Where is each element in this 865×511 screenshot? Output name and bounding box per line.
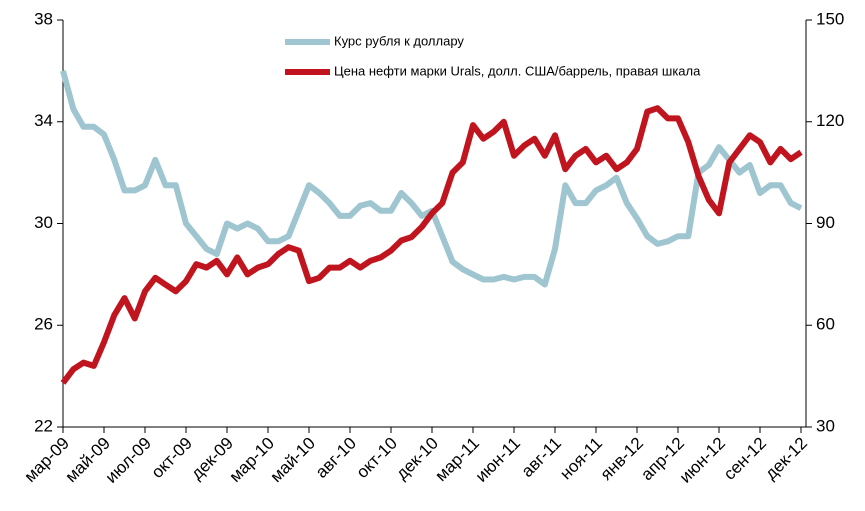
x-tick-label: мар-10	[226, 434, 278, 486]
x-tick-label: окт-10	[353, 434, 401, 482]
legend-label: Курс рубля к доллару	[334, 33, 464, 48]
y-tick-label: 26	[34, 315, 53, 334]
legend-label: Цена нефти марки Urals, долл. США/баррел…	[334, 63, 701, 78]
y-tick-label: 38	[34, 9, 53, 28]
y2-tick-label: 90	[816, 213, 835, 232]
x-tick-label: май-10	[267, 434, 319, 486]
x-tick-label: дек-12	[761, 434, 811, 484]
x-tick-label: сен-12	[720, 434, 770, 484]
y2-tick-label: 30	[816, 416, 835, 435]
series-line	[60, 70, 803, 288]
x-tick-label: июн-11	[472, 434, 524, 486]
x-tick-label: ноя-11	[556, 434, 606, 484]
x-tick-label: авг-10	[312, 434, 360, 482]
y-tick-label: 30	[34, 213, 53, 232]
series-line	[60, 105, 803, 385]
x-tick-label: авг-11	[518, 434, 565, 481]
x-tick-label: мар-09	[21, 434, 73, 486]
x-tick-label: июл-09	[102, 434, 155, 487]
x-tick-label: окт-09	[148, 434, 196, 482]
x-tick-label: мар-11	[431, 434, 483, 486]
x-tick-label: июн-12	[676, 434, 729, 487]
y2-tick-label: 60	[816, 315, 835, 334]
x-tick-label: янв-12	[597, 434, 647, 484]
y2-tick-label: 150	[816, 9, 844, 28]
y2-tick-label: 120	[816, 111, 844, 130]
y-tick-label: 22	[34, 416, 53, 435]
y-tick-label: 34	[34, 111, 53, 130]
